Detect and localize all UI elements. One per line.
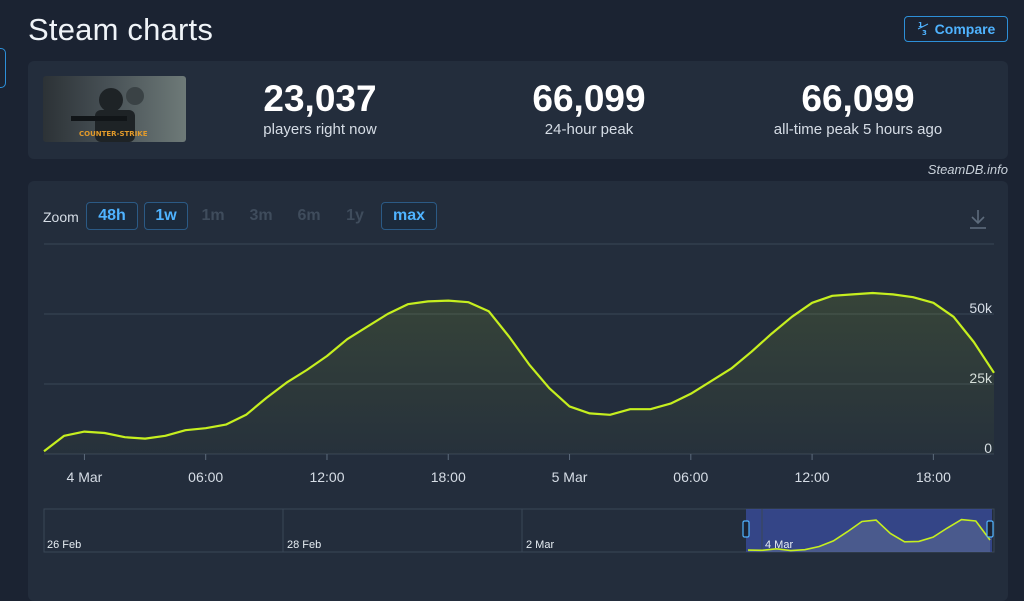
peak-24h-label: 24-hour peak xyxy=(544,121,634,138)
sidebar-tab[interactable] xyxy=(0,48,6,88)
stats-panel: COUNTER-STRIKE 23,037 players right now … xyxy=(28,61,1008,159)
current-players-value: 23,037 xyxy=(263,78,377,119)
x-tick-label: 18:00 xyxy=(431,469,466,485)
zoom-6m-button[interactable]: 6m xyxy=(297,207,321,224)
stat-24h-peak: 66,099 24-hour peak xyxy=(469,78,709,139)
zoom-label: Zoom xyxy=(43,209,79,225)
svg-text:1: 1 xyxy=(918,21,923,29)
current-players-label: players right now xyxy=(263,121,377,138)
navigator-tick-label: 2 Mar xyxy=(526,539,554,551)
zoom-48h-button[interactable]: 48h xyxy=(86,202,138,230)
navigator-tick-label: 28 Feb xyxy=(287,539,321,551)
download-icon[interactable] xyxy=(968,208,988,232)
page-title: Steam charts xyxy=(28,12,214,47)
zoom-3m-button[interactable]: 3m xyxy=(249,207,273,224)
peak-24h-value: 66,099 xyxy=(532,78,646,119)
x-tick-label: 4 Mar xyxy=(67,469,103,485)
navigator-handle xyxy=(986,520,994,538)
game-thumbnail: COUNTER-STRIKE xyxy=(43,76,186,142)
y-tick-label: 50k xyxy=(969,300,993,316)
all-time-peak-value: 66,099 xyxy=(801,78,915,119)
all-time-peak-label: all-time peak 5 hours ago xyxy=(773,121,943,138)
stat-all-time-peak: 66,099 all-time peak 5 hours ago xyxy=(738,78,978,139)
navigator-tick-label: 4 Mar xyxy=(765,539,793,551)
navigator-handle xyxy=(742,520,750,538)
series-area xyxy=(44,293,994,454)
series-line xyxy=(43,291,995,453)
navigator-tick-label: 26 Feb xyxy=(47,539,81,551)
x-tick-label: 18:00 xyxy=(916,469,951,485)
zoom-1m-button[interactable]: 1m xyxy=(201,207,225,224)
navigator-area xyxy=(748,519,990,552)
zoom-1w-button[interactable]: 1w xyxy=(144,202,188,230)
x-tick-label: 12:00 xyxy=(309,469,344,485)
x-tick-label: 06:00 xyxy=(673,469,708,485)
navigator-line xyxy=(747,518,991,552)
compare-label: Compare xyxy=(934,21,996,37)
stat-current: 23,037 players right now xyxy=(200,78,440,139)
zoom-1y-button[interactable]: 1y xyxy=(346,207,364,224)
steamdb-credit[interactable]: SteamDB.info xyxy=(927,162,1008,177)
navigator-selection xyxy=(746,509,992,552)
x-tick-label: 06:00 xyxy=(188,469,223,485)
svg-text:3: 3 xyxy=(922,29,927,36)
zoom-max-button[interactable]: max xyxy=(381,202,437,230)
svg-text:COUNTER-STRIKE: COUNTER-STRIKE xyxy=(79,130,148,138)
x-tick-label: 5 Mar xyxy=(552,469,588,485)
x-tick-label: 12:00 xyxy=(795,469,830,485)
